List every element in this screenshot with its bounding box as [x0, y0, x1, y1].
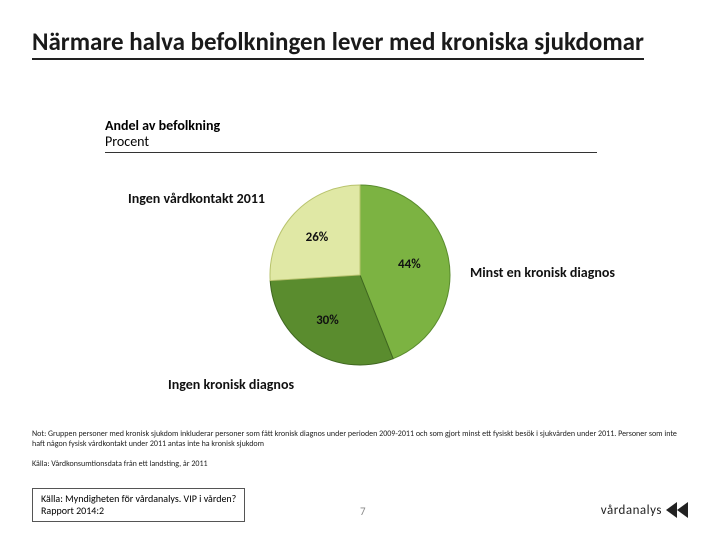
- pie-svg: [260, 175, 460, 375]
- slice-annotation-1: Ingen kronisk diagnos: [168, 376, 294, 393]
- footnote-2: Källa: Vårdkonsumtionsdata från ett land…: [32, 460, 682, 470]
- pie-chart: 44% 30% 26%: [260, 175, 460, 375]
- slice-label-2: 26%: [306, 230, 329, 245]
- subtitle-underline: [105, 152, 597, 153]
- slice-label-1: 30%: [316, 313, 339, 328]
- logo-mark-icon: [666, 502, 688, 518]
- subtitle-line2: Procent: [105, 134, 220, 150]
- page-title: Närmare halva befolkningen lever med kro…: [32, 28, 682, 57]
- logo: vårdanalys: [601, 502, 688, 518]
- logo-text: vårdanalys: [601, 503, 662, 518]
- title-text: Närmare halva befolkningen lever med kro…: [32, 26, 644, 60]
- source-box: Källa: Myndigheten för vårdanalys. VIP i…: [32, 488, 245, 522]
- footnote-1: Not: Gruppen personer med kronisk sjukdo…: [32, 430, 682, 449]
- slice-annotation-0: Minst en kronisk diagnos: [470, 264, 615, 281]
- chart-subtitle: Andel av befolkning Procent: [105, 118, 220, 150]
- slice-label-0: 44%: [398, 257, 421, 272]
- subtitle-line1: Andel av befolkning: [105, 118, 220, 134]
- page-number: 7: [360, 505, 366, 518]
- source-line2: Rapport 2014:2: [41, 505, 236, 517]
- slice-annotation-2: Ingen vårdkontakt 2011: [128, 190, 265, 207]
